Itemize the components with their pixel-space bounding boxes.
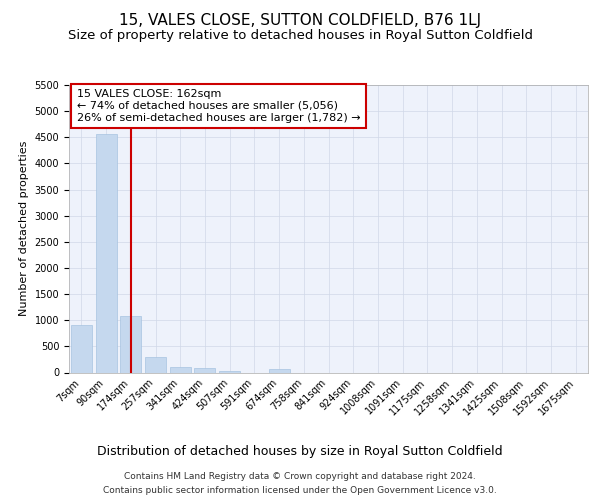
Text: Distribution of detached houses by size in Royal Sutton Coldfield: Distribution of detached houses by size … [97, 444, 503, 458]
Text: 15, VALES CLOSE, SUTTON COLDFIELD, B76 1LJ: 15, VALES CLOSE, SUTTON COLDFIELD, B76 1… [119, 12, 481, 28]
Bar [71, 326, 92, 372]
Bar [145, 358, 166, 372]
Text: Size of property relative to detached houses in Royal Sutton Coldfield: Size of property relative to detached ho… [67, 29, 533, 42]
Text: Contains HM Land Registry data © Crown copyright and database right 2024.: Contains HM Land Registry data © Crown c… [124, 472, 476, 481]
Text: Contains public sector information licensed under the Open Government Licence v3: Contains public sector information licen… [103, 486, 497, 495]
Bar [170, 368, 191, 372]
Text: 15 VALES CLOSE: 162sqm
← 74% of detached houses are smaller (5,056)
26% of semi-: 15 VALES CLOSE: 162sqm ← 74% of detached… [77, 90, 361, 122]
Bar [120, 316, 141, 372]
Y-axis label: Number of detached properties: Number of detached properties [19, 141, 29, 316]
Bar [194, 368, 215, 372]
Bar [95, 134, 116, 372]
Bar [269, 369, 290, 372]
